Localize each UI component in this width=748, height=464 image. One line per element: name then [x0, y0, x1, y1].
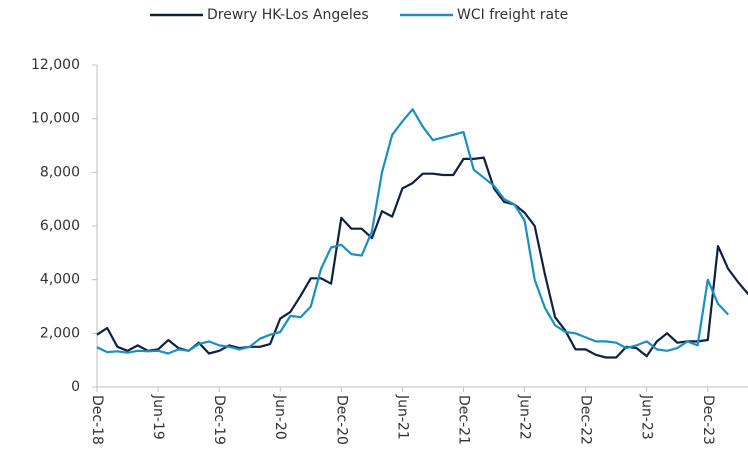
series-line: [96, 108, 729, 355]
x-tick-label: Dec-23: [700, 395, 716, 445]
y-tick-label: 0: [71, 379, 80, 395]
x-tick-label: Dec-21: [455, 395, 471, 445]
y-tick-label: 6,000: [40, 218, 80, 234]
y-tick-label: 10,000: [31, 111, 80, 127]
y-tick-label: 4,000: [40, 272, 80, 288]
x-tick-label: Jun-21: [394, 394, 410, 440]
y-tick-label: 12,000: [31, 57, 80, 73]
legend-label: Drewry HK-Los Angeles: [207, 7, 369, 23]
series-line: [96, 156, 748, 359]
x-tick-label: Jun-23: [639, 394, 655, 440]
x-tick-label: Dec-18: [89, 395, 105, 445]
x-tick-label: Dec-19: [211, 395, 227, 445]
x-tick-label: Dec-22: [578, 395, 594, 445]
x-tick-label: Jun-19: [150, 394, 166, 440]
x-tick-label: Dec-20: [333, 395, 349, 445]
x-tick-label: Jun-22: [517, 394, 533, 440]
x-tick-label: Jun-20: [272, 394, 288, 440]
legend-label: WCI freight rate: [457, 7, 568, 23]
y-tick-label: 2,000: [40, 325, 80, 341]
y-tick-label: 8,000: [40, 164, 80, 180]
